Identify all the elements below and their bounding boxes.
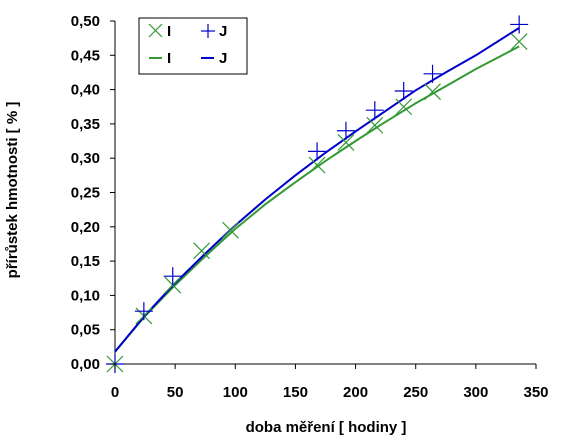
legend-box <box>138 17 248 75</box>
legend-label: I <box>167 23 171 40</box>
y-tick-label: 0,50 <box>71 13 100 30</box>
x-axis-ticks: 0 50 100 150 200 250 300 350 <box>111 364 549 401</box>
x-tick-label: 300 <box>463 384 488 401</box>
data-point-I <box>193 242 211 260</box>
y-tick-label: 0,25 <box>71 185 100 202</box>
y-tick-label: 0,15 <box>71 253 100 270</box>
legend: I J I J <box>138 17 248 75</box>
y-tick-label: 0,40 <box>71 82 100 99</box>
x-tick-label: 250 <box>403 384 428 401</box>
data-point-J <box>134 302 153 321</box>
legend-label: I <box>167 50 171 67</box>
data-point-J <box>365 101 384 120</box>
x-tick-label: 50 <box>167 384 184 401</box>
data-point-I <box>308 156 326 174</box>
data-point-J <box>423 64 442 83</box>
legend-label: J <box>219 50 227 67</box>
y-tick-label: 0,35 <box>71 116 100 133</box>
data-point-I <box>424 83 441 101</box>
series-line-J <box>114 27 520 353</box>
legend-entry-J: J <box>201 50 227 67</box>
y-tick-label: 0,45 <box>71 47 100 64</box>
x-tick-label: 150 <box>283 384 308 401</box>
x-tick-label: 0 <box>111 384 119 401</box>
series-markers <box>106 15 529 373</box>
data-point-J <box>336 121 355 140</box>
y-tick-label: 0,20 <box>71 219 100 236</box>
series-lines <box>114 27 520 353</box>
data-point-J <box>510 15 529 34</box>
y-axis-title: přírůstek hmotnosti [ % ] <box>4 102 21 279</box>
data-point-J <box>163 267 182 286</box>
legend-entry-J: J <box>201 23 227 40</box>
y-tick-label: 0,30 <box>71 150 100 167</box>
data-point-I <box>395 98 413 116</box>
data-point-I <box>366 116 384 134</box>
y-tick-label: 0,10 <box>71 287 100 304</box>
legend-entry-I: I <box>148 23 171 40</box>
y-axis-ticks: 0,00 0,05 0,10 0,15 0,20 0,25 0,30 0,35 0,40 0,45… <box>71 13 115 373</box>
legend-label: J <box>219 23 227 40</box>
series-line-I <box>114 45 520 353</box>
y-tick-label: 0,05 <box>71 322 100 339</box>
data-point-J <box>308 142 327 161</box>
x-tick-label: 200 <box>343 384 368 401</box>
x-tick-label: 350 <box>523 384 548 401</box>
x-axis-title: doba měření [ hodiny ] <box>246 419 407 436</box>
data-point-J <box>394 81 413 100</box>
y-tick-label: 0,00 <box>71 356 100 373</box>
legend-entry-I: I <box>149 50 171 67</box>
x-tick-label: 100 <box>223 384 248 401</box>
data-point-I <box>510 33 528 51</box>
data-point-I <box>337 133 355 151</box>
data-point-I <box>222 221 239 239</box>
